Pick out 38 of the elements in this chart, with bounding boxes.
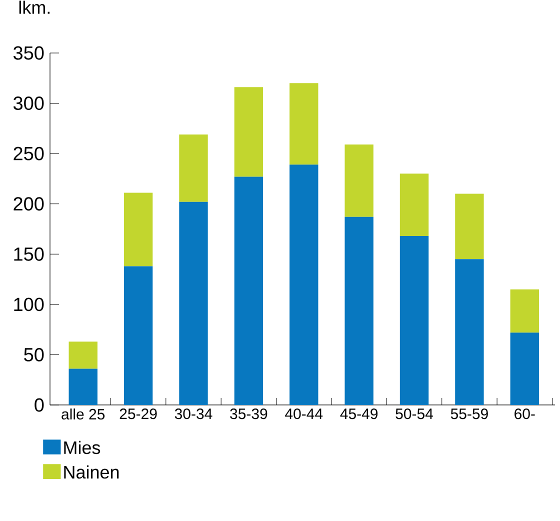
bar bbox=[234, 87, 264, 177]
bar bbox=[234, 176, 264, 405]
x-tick-label: 30-34 bbox=[174, 408, 212, 420]
bar bbox=[510, 332, 539, 405]
y-tick-label: 100 bbox=[14, 298, 44, 312]
x-tick-label: 50-54 bbox=[396, 408, 433, 420]
y-tick-label: 200 bbox=[14, 197, 44, 211]
bar bbox=[344, 216, 374, 405]
x-tick-label: 60- bbox=[514, 408, 535, 420]
x-tick-label: 45-49 bbox=[340, 408, 378, 420]
bar bbox=[400, 174, 429, 236]
y-tick-label: 50 bbox=[24, 348, 44, 362]
bar bbox=[68, 342, 98, 369]
bar bbox=[124, 266, 153, 405]
x-tick-label: 40-44 bbox=[285, 408, 323, 420]
y-tick-label: 300 bbox=[13, 96, 44, 110]
bar bbox=[455, 194, 484, 260]
x-tick-label: 25-29 bbox=[120, 408, 157, 420]
bar bbox=[344, 144, 374, 217]
y-tick-label: 150 bbox=[14, 247, 44, 261]
bar bbox=[400, 236, 429, 405]
y-axis-title: lkm. bbox=[19, 0, 50, 14]
y-tick-label: 250 bbox=[14, 146, 44, 160]
y-tick-label: 0 bbox=[34, 398, 44, 412]
bar bbox=[290, 164, 318, 405]
x-tick-label: alle 25 bbox=[62, 408, 105, 420]
y-tick-label: 350 bbox=[13, 46, 44, 60]
bar bbox=[179, 134, 208, 202]
bar bbox=[455, 259, 484, 405]
bar bbox=[68, 368, 98, 405]
legend-label: Mies bbox=[64, 440, 100, 454]
bar bbox=[124, 192, 153, 266]
x-tick-label: 55-59 bbox=[450, 408, 488, 420]
bar bbox=[290, 83, 318, 165]
legend-label: Nainen bbox=[64, 465, 119, 479]
bar bbox=[179, 202, 208, 405]
bar bbox=[510, 289, 539, 333]
x-tick-label: 35-39 bbox=[230, 408, 268, 420]
